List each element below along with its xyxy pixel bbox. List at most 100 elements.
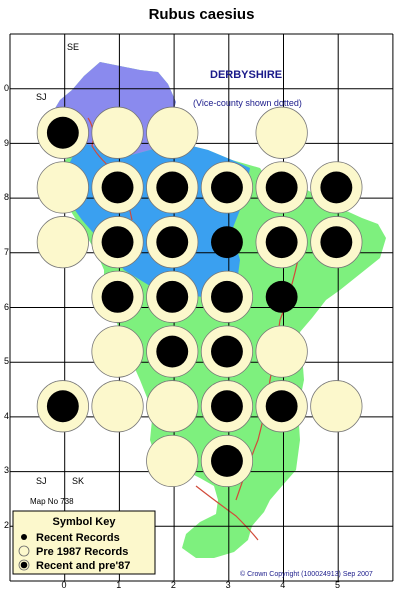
region-name: DERBYSHIRE bbox=[210, 69, 282, 81]
pre1987-circle bbox=[91, 106, 144, 159]
recent-dot bbox=[156, 280, 189, 313]
recent-dot bbox=[265, 280, 298, 313]
pre1987-circle bbox=[91, 380, 144, 433]
record-symbol-pre1987 bbox=[91, 380, 144, 433]
pre1987-circle bbox=[91, 325, 144, 378]
record-symbol-both bbox=[91, 216, 144, 269]
recent-dot bbox=[156, 171, 189, 204]
legend-symbol-dot bbox=[21, 534, 27, 540]
y-tick-label: 7 bbox=[4, 247, 9, 257]
y-tick-label: 0 bbox=[4, 83, 9, 93]
legend-box bbox=[12, 510, 156, 575]
x-tick-label: 5 bbox=[335, 580, 340, 590]
region-note: (Vice-county shown dotted) bbox=[193, 98, 302, 108]
record-symbol-both bbox=[146, 270, 199, 323]
record-symbol-both bbox=[36, 106, 89, 159]
x-tick-label: 2 bbox=[171, 580, 176, 590]
axis-ticks: 0 1 2 3 4 5 0 9 8 7 6 5 4 3 2 bbox=[4, 83, 340, 590]
grid-square-sj-label-lower: SJ bbox=[36, 476, 47, 486]
recent-dot bbox=[211, 390, 243, 423]
record-symbol-both bbox=[255, 161, 308, 214]
y-tick-label: 5 bbox=[4, 356, 9, 366]
record-symbol-pre1987 bbox=[91, 106, 144, 159]
recent-dot bbox=[101, 226, 134, 259]
record-symbol-both bbox=[200, 270, 254, 323]
legend-symbol-outer bbox=[18, 545, 30, 557]
record-symbol-both bbox=[310, 216, 363, 269]
record-symbol-both bbox=[146, 325, 199, 378]
record-symbol-both bbox=[146, 161, 199, 214]
map-labels: SE SJ DERBYSHIRE (Vice-county shown dott… bbox=[30, 42, 373, 578]
record-symbol-both bbox=[200, 434, 254, 488]
record-symbol-both bbox=[91, 161, 144, 214]
recent-dot bbox=[320, 171, 353, 204]
recent-dot bbox=[211, 445, 243, 477]
record-symbol-pre1987 bbox=[255, 106, 308, 159]
y-tick-label: 8 bbox=[4, 192, 9, 202]
y-tick-label: 2 bbox=[4, 520, 9, 530]
record-symbol-both bbox=[200, 380, 254, 433]
grid-square-se-label: SE bbox=[67, 42, 79, 52]
record-symbol-both bbox=[146, 216, 199, 269]
x-tick-label: 4 bbox=[280, 580, 285, 590]
record-symbol-both bbox=[255, 216, 308, 269]
recent-dot bbox=[101, 171, 134, 204]
record-symbol-pre1987 bbox=[310, 380, 363, 433]
record-symbol-both bbox=[200, 325, 254, 378]
legend-label: Recent and pre'87 bbox=[36, 560, 130, 572]
recent-dot bbox=[211, 171, 243, 204]
recent-dot bbox=[211, 280, 243, 313]
record-symbol-both bbox=[91, 270, 144, 323]
legend-item-recent: Recent Records bbox=[21, 532, 120, 544]
legend-title: Symbol Key bbox=[53, 516, 117, 528]
record-symbols bbox=[36, 106, 363, 488]
recent-dot bbox=[46, 390, 79, 423]
recent-dot bbox=[265, 226, 298, 259]
record-symbol-recent bbox=[211, 226, 243, 259]
y-tick-label: 4 bbox=[4, 411, 9, 421]
recent-dot bbox=[101, 280, 134, 313]
x-tick-label: 3 bbox=[226, 580, 231, 590]
recent-dot bbox=[156, 226, 189, 259]
recent-dot bbox=[46, 116, 79, 149]
pre1987-circle bbox=[255, 325, 308, 378]
map-number: Map No 738 bbox=[30, 497, 74, 506]
recent-dot bbox=[265, 171, 298, 204]
record-symbol-pre1987 bbox=[255, 325, 308, 378]
recent-dot bbox=[211, 226, 243, 259]
record-symbol-pre1987 bbox=[36, 216, 89, 269]
pre1987-circle bbox=[310, 380, 363, 433]
legend-item-both: Recent and pre'87 bbox=[18, 559, 130, 572]
recent-dot bbox=[156, 335, 189, 368]
river-line bbox=[195, 485, 259, 541]
record-symbol-pre1987 bbox=[91, 325, 144, 378]
record-symbol-pre1987 bbox=[146, 380, 199, 433]
map-title: Rubus caesius bbox=[148, 6, 255, 23]
pre1987-circle bbox=[146, 106, 199, 159]
y-tick-label: 9 bbox=[4, 138, 9, 148]
legend-label: Pre 1987 Records bbox=[36, 546, 128, 558]
y-tick-label: 3 bbox=[4, 465, 9, 475]
record-symbol-pre1987 bbox=[146, 434, 199, 488]
legend-item-pre1987: Pre 1987 Records bbox=[18, 545, 128, 558]
symbol-key: Symbol Key Recent Records Pre 1987 Record… bbox=[12, 510, 156, 575]
legend-label: Recent Records bbox=[36, 532, 120, 544]
record-symbol-recent bbox=[265, 280, 298, 313]
pre1987-circle bbox=[36, 216, 89, 269]
x-tick-label: 0 bbox=[61, 580, 66, 590]
y-tick-label: 6 bbox=[4, 302, 9, 312]
legend-symbol-dot bbox=[20, 561, 28, 569]
pre1987-circle bbox=[36, 161, 89, 214]
pre1987-circle bbox=[146, 380, 199, 433]
record-symbol-pre1987 bbox=[146, 106, 199, 159]
x-tick-label: 1 bbox=[116, 580, 121, 590]
pre1987-circle bbox=[146, 434, 199, 488]
recent-dot bbox=[265, 390, 298, 423]
legend-items: Recent Records Pre 1987 Records Recent and… bbox=[18, 532, 130, 572]
grid-square-sj-label-upper: SJ bbox=[36, 92, 47, 102]
recent-dot bbox=[211, 335, 243, 368]
grid-square-sk-label: SK bbox=[72, 476, 84, 486]
record-symbol-both bbox=[255, 380, 308, 433]
record-symbol-pre1987 bbox=[36, 161, 89, 214]
